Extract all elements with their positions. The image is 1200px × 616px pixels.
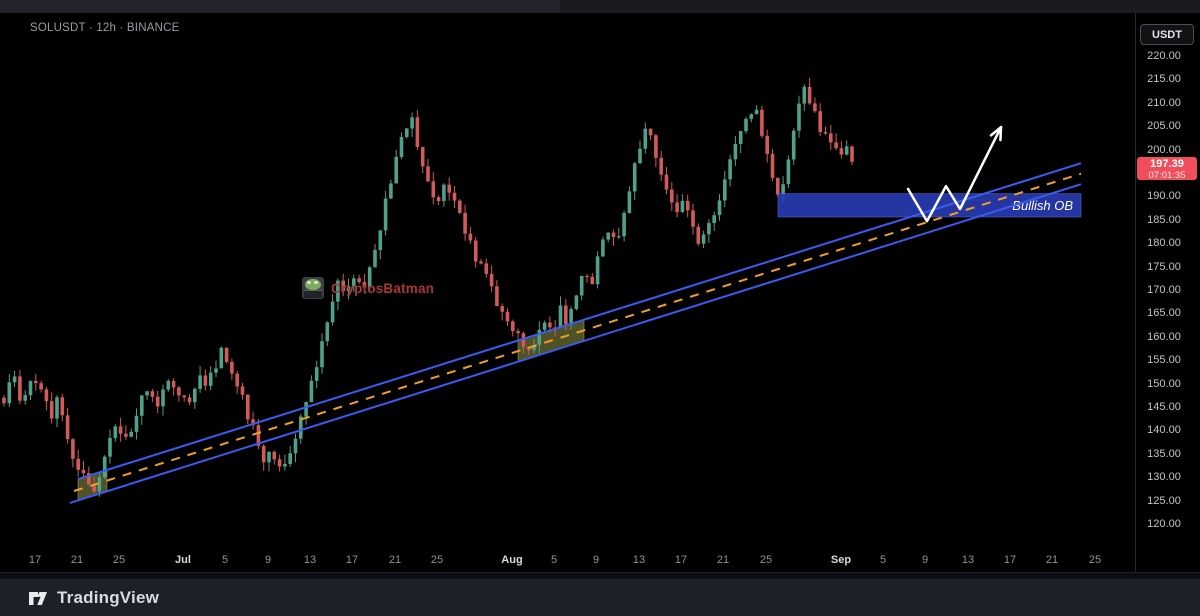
bullish-ob-box[interactable]: Bullish OB — [777, 193, 1082, 218]
price-tick: 180.00 — [1147, 237, 1181, 250]
time-tick: 17 — [28, 554, 42, 566]
zone-patches[interactable] — [77, 319, 585, 502]
price-tick: 130.00 — [1147, 471, 1181, 484]
time-tick: 13 — [961, 554, 975, 566]
price-axis[interactable]: USDT 220.00 215.00 210.00 205.00 200.00 190.0… — [1135, 13, 1200, 572]
time-tick: 9 — [921, 554, 929, 566]
channel-lower-line[interactable] — [69, 183, 1082, 504]
trend-channel[interactable] — [69, 162, 1082, 504]
brand-bar: TradingView — [0, 578, 1200, 616]
channel-midline-dashed[interactable] — [73, 172, 1082, 492]
price-tick: 135.00 — [1147, 447, 1181, 460]
price-tick: 150.00 — [1147, 377, 1181, 390]
last-price-badge: 197.39 07:01:35 — [1137, 156, 1197, 181]
window-title-bar — [0, 0, 1200, 13]
tradingview-link[interactable]: TradingView — [27, 587, 159, 609]
time-tick: 9 — [592, 554, 600, 566]
cryptosbatman-avatar-icon — [302, 277, 324, 299]
currency-unit-button[interactable]: USDT — [1140, 24, 1194, 45]
time-tick: 13 — [632, 554, 646, 566]
time-tick: 25 — [430, 554, 444, 566]
bar-countdown: 07:01:35 — [1148, 169, 1186, 181]
price-tick: 185.00 — [1147, 213, 1181, 226]
projection-arrow[interactable] — [906, 125, 1003, 223]
time-tick: 17 — [345, 554, 359, 566]
price-tick: 215.00 — [1147, 73, 1181, 86]
price-tick: 170.00 — [1147, 284, 1181, 296]
price-tick: 190.00 — [1147, 190, 1181, 203]
time-tick: 17 — [674, 554, 688, 566]
price-tick: 200.00 — [1147, 143, 1181, 156]
time-tick: 21 — [1045, 554, 1059, 566]
window-title-bar-left — [0, 0, 560, 13]
time-tick: 5 — [221, 554, 229, 566]
price-tick: 210.00 — [1147, 96, 1181, 109]
price-tick: 205.00 — [1147, 120, 1181, 133]
axis-divider — [0, 572, 1200, 579]
candlestick-plot[interactable]: Bullish OB — [0, 13, 1135, 572]
price-tick: 220.00 — [1147, 50, 1181, 62]
channel-upper-line[interactable] — [77, 162, 1082, 481]
time-tick: 9 — [264, 554, 272, 566]
price-tick: 145.00 — [1147, 401, 1181, 413]
time-tick: 5 — [879, 554, 887, 566]
watermark-name: CryptosBatman — [331, 280, 435, 296]
last-price-value: 197.39 — [1150, 157, 1184, 170]
time-tick: Aug — [501, 554, 523, 566]
time-tick: 25 — [112, 554, 126, 566]
time-tick: 25 — [1088, 554, 1102, 566]
time-tick: 21 — [716, 554, 730, 566]
time-tick: 13 — [303, 554, 317, 566]
time-tick: 21 — [70, 554, 84, 566]
price-tick: 165.00 — [1147, 307, 1181, 320]
time-tick: 5 — [550, 554, 558, 566]
time-tick: 21 — [388, 554, 402, 566]
price-tick: 155.00 — [1147, 354, 1181, 367]
time-tick: Jul — [175, 554, 191, 566]
time-tick: Sep — [830, 554, 852, 566]
time-tick: 17 — [1003, 554, 1017, 566]
brand-name: TradingView — [57, 588, 160, 607]
bullish-ob-label: Bullish OB — [1012, 198, 1073, 213]
price-tick: 125.00 — [1147, 494, 1181, 507]
time-tick: 25 — [759, 554, 773, 566]
price-tick: 120.00 — [1147, 518, 1181, 530]
author-watermark: CryptosBatman — [302, 277, 434, 299]
chart-canvas[interactable]: Bullish OB SOLUSDT · 12h · BINANCE Crypt… — [0, 13, 1200, 572]
price-tick: 140.00 — [1147, 424, 1181, 437]
price-tick: 175.00 — [1147, 260, 1181, 273]
tradingview-logo-icon — [29, 592, 47, 605]
symbol-title: SOLUSDT · 12h · BINANCE — [30, 22, 180, 34]
price-tick: 160.00 — [1147, 330, 1181, 343]
